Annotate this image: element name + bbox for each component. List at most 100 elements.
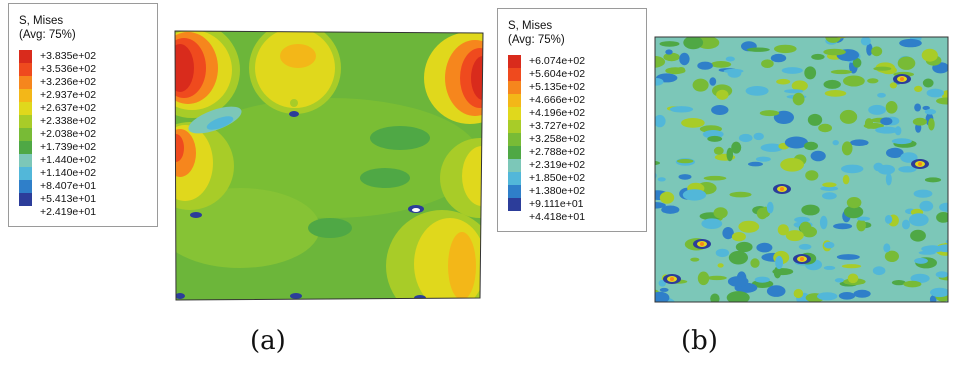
stress-patch	[726, 291, 750, 302]
legend-a-title-line2: (Avg: 75%)	[19, 29, 76, 41]
stress-patch	[841, 264, 862, 269]
stress-patch	[922, 78, 934, 88]
stress-patch	[936, 97, 948, 105]
stress-patch	[886, 147, 904, 158]
stress-patch	[902, 219, 910, 230]
stress-patch	[921, 245, 944, 253]
legend-b-legend-row: +5.135e+02	[508, 81, 585, 94]
stress-patch	[766, 201, 774, 214]
stress-hotspot	[900, 77, 904, 81]
stress-patch	[899, 38, 922, 48]
stress-patch	[663, 52, 680, 62]
stress-patch	[810, 150, 826, 162]
stress-patch	[818, 123, 832, 133]
stress-patch	[766, 285, 786, 297]
stress-patch	[903, 280, 922, 288]
legend-a-title-line1: S, Mises	[19, 15, 64, 27]
stress-patch	[773, 266, 782, 279]
stress-patch	[745, 86, 769, 96]
stress-patch	[658, 279, 666, 287]
legend-a-legend-swatch	[19, 89, 32, 102]
stress-patch	[898, 166, 917, 173]
legend-a-legend-value: +2.419e+01	[40, 206, 97, 218]
legend-a-legend-swatch	[19, 50, 32, 63]
stress-patch	[792, 92, 805, 106]
stress-patch	[799, 221, 812, 234]
legend-a-legend-swatch	[19, 180, 32, 193]
stress-patch	[738, 220, 760, 233]
stress-patch	[773, 110, 794, 124]
legend-a-legend-value: +3.236e+02	[40, 76, 97, 88]
stress-patch	[922, 105, 930, 111]
stress-patch	[655, 160, 660, 166]
legend-b-legend-row: +1.380e+02	[508, 185, 585, 198]
stress-hotspot	[800, 257, 804, 261]
legend-b-legend-value: +5.135e+02	[529, 81, 586, 93]
stress-patch	[659, 287, 669, 292]
legend-a-legend-swatch	[19, 167, 32, 180]
stress-patch	[926, 88, 944, 98]
legend-a-legend-value: +1.140e+02	[40, 167, 97, 179]
stress-patch	[690, 257, 700, 262]
stress-patch	[801, 204, 820, 216]
stress-patch	[727, 69, 742, 78]
legend-b-legend-swatch	[508, 94, 521, 107]
legend-a-legend-value: +3.835e+02	[40, 50, 97, 62]
legend-b-legend-row: +6.074e+02	[508, 55, 585, 68]
stress-patch	[847, 273, 859, 284]
stress-patch	[728, 250, 748, 265]
legend-a-legend-value: +2.637e+02	[40, 102, 97, 114]
legend-b-legend-swatch	[508, 107, 521, 120]
legend-a-legend-value: +8.407e+01	[40, 180, 97, 192]
legend-b-legend-swatch	[508, 172, 521, 185]
legend-b-legend-value: +3.258e+02	[529, 133, 586, 145]
stress-patch	[731, 232, 746, 242]
stress-patch	[692, 78, 709, 92]
stress-patch	[756, 242, 773, 253]
legend-a-legend-row: +2.038e+02	[19, 128, 96, 141]
stress-patch	[804, 141, 818, 151]
stress-patch	[746, 47, 770, 52]
legend-b-legend-value: +4.196e+02	[529, 107, 586, 119]
legend-a-legend-swatch	[19, 206, 32, 219]
stress-hotspot	[700, 242, 704, 246]
stress-patch	[710, 61, 732, 68]
stress-patch	[761, 59, 774, 68]
stress-patch	[864, 118, 874, 129]
stress-patch	[885, 173, 892, 186]
stress-patch	[883, 243, 891, 253]
legend-a: S, Mises (Avg: 75%) +3.835e+02 +3.536e+02…	[8, 3, 158, 227]
stress-patch	[939, 202, 948, 212]
stress-patch	[823, 48, 846, 56]
stress-patch	[710, 293, 720, 302]
stress-patch	[717, 263, 724, 268]
stress-patch	[833, 223, 853, 230]
stress-patch	[760, 143, 784, 152]
stress-patch	[930, 287, 948, 298]
stress-patch	[918, 250, 936, 255]
legend-a-legend-swatch	[19, 193, 32, 206]
stress-patch	[781, 67, 803, 74]
stress-patch	[841, 141, 853, 156]
legend-a-legend-swatch	[19, 63, 32, 76]
legend-a-legend-value: +3.536e+02	[40, 63, 97, 75]
stress-patch	[655, 291, 670, 302]
stress-patch	[856, 219, 866, 232]
stress-patch	[832, 140, 839, 146]
stress-patch	[935, 271, 948, 278]
stress-patch	[655, 114, 666, 128]
stress-patch	[843, 205, 864, 219]
stress-patch	[669, 106, 694, 113]
legend-b-legend-row: +2.319e+02	[508, 159, 585, 172]
stress-patch	[834, 278, 845, 283]
caption-a: (a)	[250, 326, 286, 356]
stress-patch	[891, 280, 906, 286]
stress-patch	[936, 212, 948, 223]
stress-patch	[713, 207, 728, 219]
stress-patch	[884, 250, 899, 262]
contour-plot-a	[174, 30, 484, 301]
stress-patch	[825, 37, 842, 43]
stress-patch	[914, 257, 928, 264]
stress-patch	[748, 161, 763, 167]
stress-patch	[900, 152, 918, 163]
